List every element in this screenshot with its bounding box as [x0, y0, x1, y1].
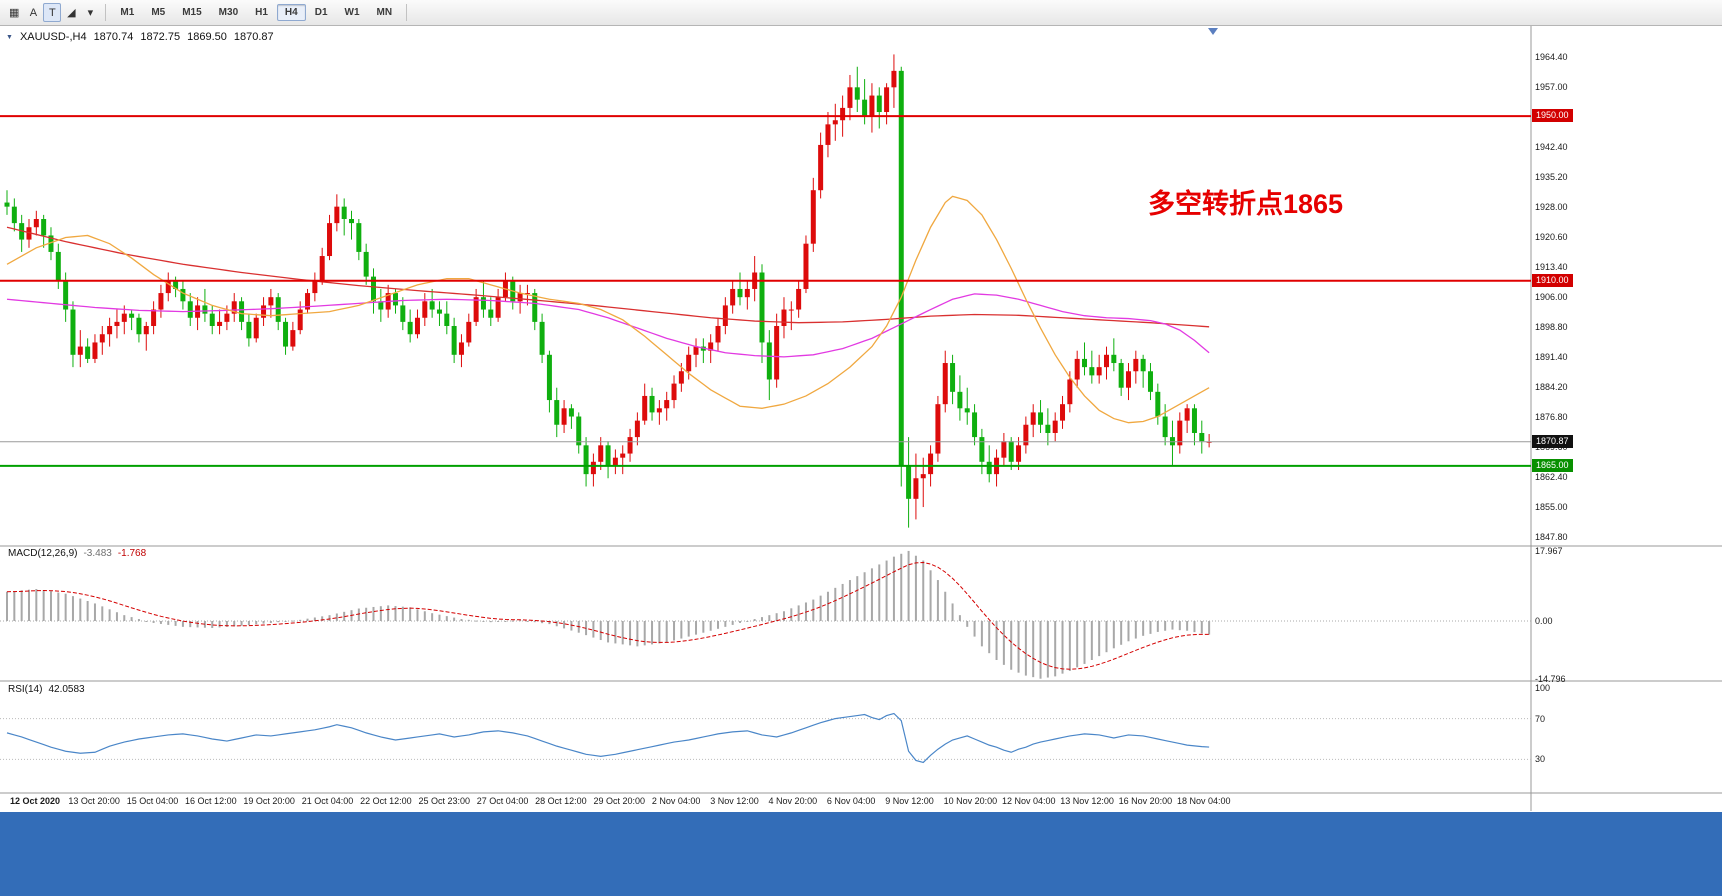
x-axis-label: 16 Nov 20:00 [1118, 796, 1173, 806]
macd-layer [0, 550, 1531, 679]
y-axis-label: 1898.80 [1535, 321, 1568, 332]
text-tool-icon[interactable]: T [43, 3, 62, 22]
macd-signal-value: -1.768 [117, 548, 147, 559]
ohlc-low: 1869.50 [187, 31, 227, 43]
macd-axis-label: 17.967 [1535, 545, 1563, 556]
x-axis-label: 13 Nov 12:00 [1060, 796, 1114, 806]
rsi-layer [0, 712, 1531, 764]
price-tag: 1910.00 [1532, 273, 1573, 287]
chart-window-icon[interactable]: ▦ [9, 7, 20, 19]
y-axis-label: 1891.40 [1535, 352, 1568, 363]
timeframe-buttons: M1 M5 M15 M30 H1 H4 D1 W1 MN [112, 4, 400, 21]
x-axis-label: 3 Nov 12:00 [710, 796, 759, 806]
y-axis-label: 1876.80 [1535, 412, 1568, 423]
y-axis-label: 1855.00 [1535, 502, 1568, 513]
ma-mid-magenta [6, 293, 1210, 358]
symbol-timeframe-label: XAUUSD-,H4 [19, 31, 87, 43]
rsi-axis-label: 30 [1535, 754, 1546, 765]
time-axis[interactable]: 12 Oct 2020 13 Oct 20:00 15 Oct 04:00 16 Oc… [0, 794, 1722, 811]
rsi-name: RSI(14) [8, 684, 43, 695]
y-axis-label: 1913.40 [1535, 261, 1568, 272]
macd-axis-label: 0.00 [1535, 616, 1553, 626]
x-axis-label: 27 Oct 04:00 [476, 796, 529, 806]
timeframe-h1[interactable]: H1 [255, 7, 268, 18]
macd-label: MACD(12,26,9) -3.483 -1.768 [8, 548, 146, 559]
timeframe-w1[interactable]: W1 [344, 7, 360, 18]
y-axis-label: 1935.20 [1535, 172, 1568, 183]
x-axis-label: 18 Nov 04:00 [1177, 796, 1231, 806]
timeframe-mn[interactable]: MN [376, 7, 393, 18]
macd-signal-line [6, 561, 1210, 670]
ohlc-high: 1872.75 [140, 31, 181, 43]
chart-shift-marker-icon[interactable] [1208, 28, 1218, 35]
timeframe-h4[interactable]: H4 [276, 4, 306, 21]
timeframe-m15[interactable]: M15 [182, 7, 202, 18]
ma-slow-red [6, 226, 1210, 328]
x-axis-label: 2 Nov 04:00 [651, 796, 701, 806]
panel-frame [0, 26, 1722, 811]
x-axis-label: 16 Oct 12:00 [185, 796, 237, 806]
rsi-axis-label: 70 [1535, 713, 1546, 724]
rsi-value: 42.0583 [48, 684, 85, 695]
x-axis-label: 6 Nov 04:00 [826, 796, 876, 806]
macd-main-value: -3.483 [83, 548, 112, 559]
y-axis-label: 1964.40 [1535, 51, 1568, 62]
toolbar: ▦ A T ◢ ▾ M1 M5 M15 M30 H1 H4 D1 W1 MN [0, 0, 1722, 26]
y-axis-label: 1942.40 [1535, 142, 1568, 153]
y-axis-label: 1957.00 [1535, 82, 1568, 93]
macd-name: MACD(12,26,9) [8, 548, 78, 559]
x-axis-label: 22 Oct 12:00 [360, 796, 412, 806]
toolbar-separator [105, 4, 107, 21]
x-axis-label: 29 Oct 20:00 [593, 796, 646, 806]
y-axis-label: 1906.00 [1535, 292, 1568, 303]
y-axis-label: 1862.40 [1535, 471, 1568, 482]
y-axis-label: 1884.20 [1535, 381, 1568, 392]
y-axis-label: 1920.60 [1535, 232, 1568, 243]
x-axis-label: 15 Oct 04:00 [126, 796, 179, 806]
rsi-line [6, 712, 1210, 764]
x-axis-label: 12 Nov 04:00 [1001, 796, 1056, 806]
toolbar-icon-group: ▦ A T ◢ ▾ [5, 3, 99, 22]
x-axis-label: 13 Oct 20:00 [68, 796, 120, 806]
x-axis-label: 28 Oct 12:00 [535, 796, 587, 806]
ohlc-open: 1870.74 [93, 31, 134, 43]
ohlc-close: 1870.87 [233, 31, 274, 43]
ma-fast-orange [6, 195, 1210, 424]
price-tag: 1950.00 [1532, 109, 1573, 123]
arrow-tool-icon[interactable]: A [29, 6, 38, 19]
x-axis-label: 4 Nov 20:00 [768, 796, 818, 806]
timeframe-m5[interactable]: M5 [151, 7, 166, 18]
x-axis-label: 19 Oct 20:00 [243, 796, 295, 806]
bottom-bar [0, 812, 1722, 896]
toolbar-separator-2 [406, 4, 408, 21]
timeframe-m1[interactable]: M1 [120, 7, 135, 18]
rsi-axis-label: 100 [1535, 683, 1551, 693]
y-axis-label: 1928.00 [1535, 201, 1568, 212]
shapes-caret-icon[interactable]: ▾ [87, 7, 94, 19]
hlines-layer[interactable] [0, 115, 1531, 467]
macd-axis-label: -14.796 [1535, 673, 1566, 684]
x-axis-label: 10 Nov 20:00 [943, 796, 998, 806]
x-axis-label: 25 Oct 23:00 [418, 796, 470, 806]
chart-header: ▼ XAUUSD-,H4 1870.74 1872.75 1869.50 187… [6, 31, 274, 43]
x-axis-label: 12 Oct 2020 [10, 796, 61, 806]
price-tag: 1870.87 [1532, 434, 1573, 448]
rsi-label: RSI(14) 42.0583 [8, 684, 85, 695]
shapes-tool-icon[interactable]: ◢ [67, 7, 76, 19]
x-axis-label: 9 Nov 12:00 [885, 796, 934, 806]
chart-annotation-text[interactable]: 多空转折点1865 [1148, 189, 1344, 219]
candles-layer [4, 54, 1212, 528]
price-tag: 1865.00 [1532, 458, 1573, 472]
timeframe-m30[interactable]: M30 [218, 7, 239, 18]
timeframe-d1[interactable]: D1 [314, 7, 328, 18]
x-axis-label: 21 Oct 04:00 [301, 796, 354, 806]
y-axis-label: 1847.80 [1535, 531, 1568, 542]
symbol-collapse-icon[interactable]: ▼ [6, 33, 13, 41]
